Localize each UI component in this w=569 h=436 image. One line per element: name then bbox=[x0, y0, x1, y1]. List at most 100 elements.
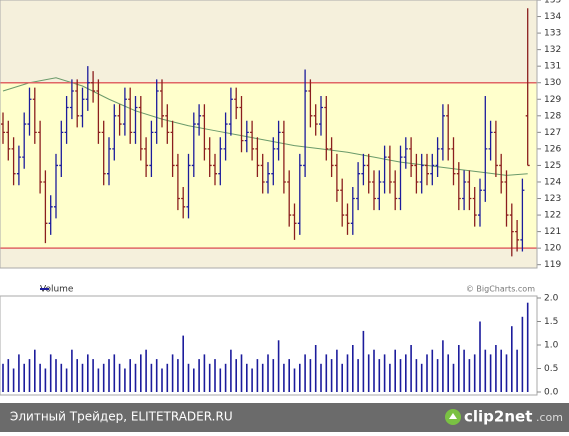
ohlc-bar bbox=[276, 120, 281, 161]
volume-y-tick-label: 0.5 bbox=[544, 364, 558, 374]
volume-bar bbox=[187, 363, 190, 392]
volume-bar bbox=[373, 349, 375, 392]
y-tick-label: 125 bbox=[544, 161, 561, 171]
ohlc-bar bbox=[54, 153, 58, 219]
volume-bar bbox=[272, 359, 275, 392]
ohlc-bar bbox=[499, 153, 504, 194]
ohlc-bar bbox=[488, 120, 493, 161]
volume-bar bbox=[431, 349, 434, 392]
ohlc-bar bbox=[165, 104, 170, 144]
ohlc-bar bbox=[456, 162, 461, 211]
volume-bar bbox=[18, 354, 20, 392]
volume-bar bbox=[235, 359, 237, 392]
ohlc-bar bbox=[160, 79, 164, 128]
ohlc-bar bbox=[149, 120, 154, 178]
ohlc-bar bbox=[493, 120, 498, 178]
volume-bar bbox=[246, 363, 248, 392]
y-tick-label: 128 bbox=[544, 111, 561, 121]
volume-y-tick-label: 1.0 bbox=[544, 341, 559, 351]
volume-bar bbox=[166, 363, 169, 392]
ohlc-bar bbox=[345, 203, 350, 235]
ohlc-bar bbox=[425, 153, 429, 186]
ohlc-bar bbox=[297, 153, 302, 235]
ohlc-bar bbox=[16, 145, 21, 186]
ohlc-bar bbox=[403, 137, 408, 169]
ohlc-bar bbox=[324, 95, 329, 161]
ohlc-bar bbox=[6, 120, 11, 161]
volume-bar bbox=[198, 359, 200, 392]
ohlc-bar bbox=[186, 153, 191, 219]
volume-bar bbox=[193, 368, 195, 392]
ohlc-bar bbox=[228, 87, 233, 136]
ohlc-bar bbox=[350, 186, 355, 235]
volume-bar bbox=[320, 363, 322, 392]
volume-bar bbox=[516, 349, 518, 392]
volume-bar bbox=[500, 349, 502, 392]
y-tick-label: 122 bbox=[544, 211, 561, 221]
volume-bar bbox=[405, 354, 407, 392]
volume-bar bbox=[473, 354, 476, 392]
ohlc-bar bbox=[520, 178, 525, 252]
ohlc-bar bbox=[478, 178, 482, 227]
ohlc-bar bbox=[504, 170, 509, 227]
ohlc-bar bbox=[32, 87, 37, 144]
ohlc-bar bbox=[271, 137, 276, 186]
volume-bar bbox=[76, 359, 78, 392]
volume-y-tick-label: 0.0 bbox=[544, 388, 559, 398]
ohlc-bar bbox=[133, 95, 138, 144]
volume-bar bbox=[352, 345, 354, 392]
volume-bar bbox=[97, 368, 100, 392]
volume-bar bbox=[389, 363, 391, 392]
ohlc-bar bbox=[467, 170, 472, 211]
y-tick-label: 131 bbox=[544, 62, 561, 72]
y-tick-label: 124 bbox=[544, 177, 561, 187]
volume-y-tick-label: 1.5 bbox=[544, 317, 558, 327]
volume-bar bbox=[362, 330, 365, 392]
y-tick-label: 127 bbox=[544, 128, 561, 138]
volume-bar bbox=[150, 363, 153, 392]
y-tick-label: 121 bbox=[544, 227, 561, 237]
volume-bar bbox=[108, 359, 110, 392]
volume-label: Volume bbox=[40, 285, 74, 295]
ohlc-bar bbox=[239, 95, 244, 153]
ohlc-bar bbox=[213, 153, 217, 186]
volume-bar bbox=[124, 368, 126, 392]
volume-bar bbox=[468, 359, 471, 392]
volume-bar bbox=[129, 359, 131, 392]
ohlc-bar bbox=[377, 170, 382, 211]
ohlc-bar bbox=[80, 87, 85, 128]
y-tick-label: 135 bbox=[544, 0, 561, 6]
ohlc-bar bbox=[101, 120, 106, 186]
ohlc-bar bbox=[366, 153, 371, 194]
y-tick-label: 129 bbox=[544, 95, 561, 105]
ohlc-bar bbox=[308, 79, 313, 128]
ohlc-bar bbox=[244, 120, 249, 153]
ohlc-bar bbox=[85, 66, 90, 111]
moving-average bbox=[2, 77, 528, 176]
ohlc-bar bbox=[234, 87, 239, 120]
y-tick-label: 120 bbox=[544, 244, 561, 254]
volume-bar bbox=[288, 359, 290, 392]
ohlc-bar bbox=[223, 112, 228, 161]
volume-bar bbox=[521, 316, 524, 392]
volume-bar bbox=[251, 368, 253, 392]
ohlc-bar bbox=[122, 87, 127, 136]
volume-bar bbox=[383, 354, 386, 392]
volume-bar bbox=[171, 354, 174, 392]
volume-bar bbox=[314, 345, 317, 392]
price-frame bbox=[0, 0, 538, 269]
y-tick-label: 134 bbox=[544, 12, 561, 22]
volume-bar bbox=[240, 354, 243, 392]
volume-y-tick-label: 2.0 bbox=[544, 294, 559, 304]
volume-bar bbox=[447, 354, 449, 392]
ohlc-bar bbox=[175, 153, 180, 211]
y-tick-label: 130 bbox=[544, 78, 561, 88]
volume-bar bbox=[484, 349, 487, 392]
ohlc-bar bbox=[329, 137, 334, 178]
volume-bar bbox=[60, 363, 63, 392]
ohlc-bar bbox=[515, 220, 520, 252]
volume-bar bbox=[34, 349, 36, 392]
volume-bar bbox=[489, 354, 492, 392]
volume-bar bbox=[145, 349, 147, 392]
